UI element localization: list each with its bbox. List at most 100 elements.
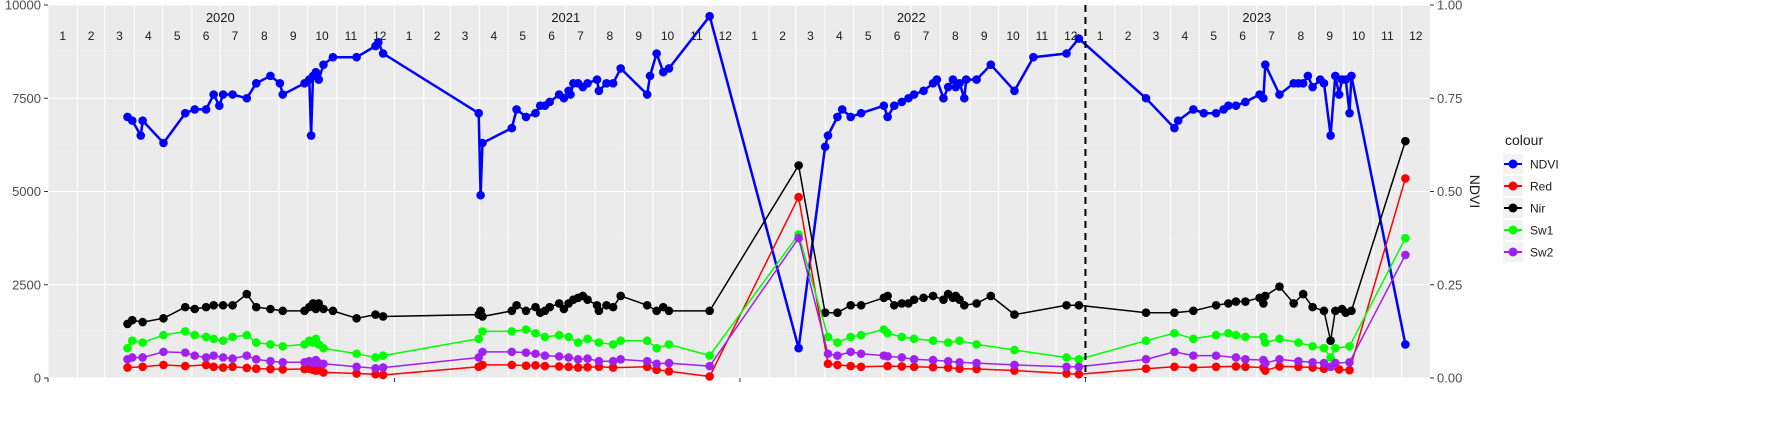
data-point-sw1 [378,351,388,360]
data-point-sw1 [209,334,218,344]
data-point-ndvi [306,131,316,140]
data-point-sw1 [127,336,137,346]
data-point-sw1 [1231,330,1241,340]
data-point-ndvi [608,79,618,88]
data-point-red [897,362,907,371]
legend-item-sw1: Sw1 [1503,220,1554,240]
data-point-ndvi [883,112,892,122]
data-point-sw1 [352,349,361,359]
data-point-sw2 [1062,362,1071,372]
data-point-ndvi [559,93,569,103]
y-right-axis-title: NDVI [1467,175,1483,208]
data-point-nir [138,317,147,327]
month-label: 4 [1181,29,1188,43]
data-point-ndvi [201,105,211,114]
data-point-ndvi [919,86,928,96]
data-point-sw1 [1241,332,1250,342]
data-point-sw2 [378,363,388,372]
data-point-ndvi [1298,79,1308,88]
data-point-red [378,370,388,380]
data-point-nir [1319,306,1329,316]
data-point-sw1 [955,336,964,346]
data-point-nir [883,291,892,301]
data-point-sw1 [123,343,132,353]
data-point-sw1 [616,336,625,346]
data-point-sw2 [594,356,604,366]
data-point-sw2 [955,358,964,367]
data-point-ndvi [856,108,866,118]
data-point-sw1 [1211,330,1221,340]
data-point-red [201,360,211,370]
data-point-sw1 [608,340,618,349]
month-label: 12 [1409,29,1423,43]
month-label: 10 [661,29,675,43]
data-point-nir [616,291,625,301]
data-point-nir [266,304,275,314]
month-label: 2 [88,29,95,43]
data-point-ndvi [1173,116,1183,125]
month-label: 8 [952,29,959,43]
legend-item-sw2: Sw2 [1503,242,1554,262]
data-point-sw2 [1401,250,1410,260]
data-point-nir [209,300,218,310]
data-point-sw2 [1331,358,1340,368]
data-point-sw2 [928,355,938,365]
data-point-sw2 [1275,355,1284,364]
data-point-ndvi [955,79,964,88]
legend-title: colour [1505,132,1543,148]
series-sw1 [123,230,1410,364]
data-point-red [909,362,919,372]
data-point-ndvi [1347,71,1356,81]
year-label: 2020 [206,10,235,25]
data-point-ndvi [1303,71,1313,81]
data-point-ndvi [879,101,889,111]
data-point-sw2 [127,353,137,362]
data-point-red [564,362,573,372]
data-point-ndvi [645,71,655,81]
month-label: 9 [981,29,988,43]
data-point-red [1211,362,1221,372]
data-point-red [209,362,218,372]
data-point-nir [190,304,200,314]
data-point-red [531,361,540,370]
data-point-sw2 [823,349,833,359]
data-point-red [371,369,380,379]
data-point-ndvi [909,90,919,99]
data-point-nir [180,302,190,312]
data-point-red [1241,362,1250,372]
data-point-nir [1308,302,1317,312]
month-label: 2 [434,29,441,43]
data-point-red [664,366,674,376]
data-point-red [972,364,981,374]
data-point-ndvi [1326,131,1335,140]
month-label: 4 [490,29,497,43]
data-point-sw2 [1010,360,1019,370]
legend-key-point [1508,203,1518,213]
data-point-sw1 [573,338,583,347]
data-point-red [1334,365,1344,374]
data-point-sw2 [478,347,487,357]
data-point-ndvi [1275,90,1284,99]
year-label: 2021 [551,10,580,25]
data-point-ndvi [127,116,137,125]
data-point-red [242,363,252,373]
data-point-sw2 [705,361,714,371]
data-point-red [521,361,531,370]
data-point-sw1 [897,332,907,342]
data-point-nir [201,302,211,312]
data-point-ndvi [642,90,652,99]
data-point-ndvi [1319,79,1329,88]
data-point-ndvi [652,49,661,58]
legend-key-point [1508,181,1518,191]
data-point-nir [919,293,928,303]
data-point-sw1 [218,336,228,346]
month-label: 1 [59,29,66,43]
data-point-nir [545,302,554,312]
data-point-sw2 [180,348,190,357]
data-point-nir [986,291,996,301]
data-point-nir [909,295,919,304]
month-label: 6 [1239,29,1246,43]
data-point-nir [559,304,569,314]
month-label: 7 [1268,29,1275,43]
